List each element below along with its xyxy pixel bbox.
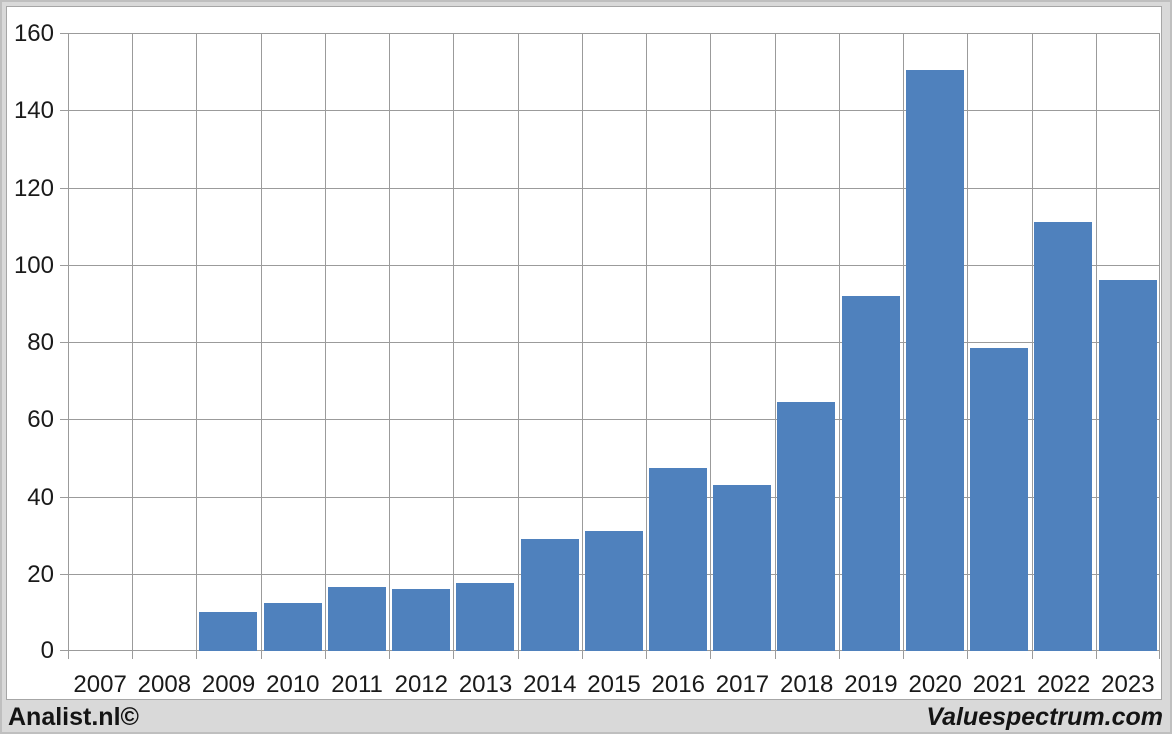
ytick-100 xyxy=(60,265,68,266)
xtick-13 xyxy=(903,651,904,659)
bar-2013 xyxy=(456,583,514,651)
ytick-label-120: 120 xyxy=(13,175,54,202)
gridline-v-3 xyxy=(261,33,262,651)
xtick-label-2009: 2009 xyxy=(201,671,256,698)
ytick-label-140: 140 xyxy=(13,97,54,124)
gridline-v-15 xyxy=(1032,33,1033,651)
valuespectrum-brand-text: Valuespectrum.com xyxy=(926,703,1163,731)
bar-2021 xyxy=(970,348,1028,651)
gridline-v-8 xyxy=(582,33,583,651)
bar-2017 xyxy=(713,485,771,651)
ytick-label-100: 100 xyxy=(13,252,54,279)
xtick-3 xyxy=(261,651,262,659)
xtick-label-2007: 2007 xyxy=(73,671,127,698)
ytick-label-80: 80 xyxy=(27,329,54,356)
gridline-v-7 xyxy=(518,33,519,651)
gridline-v-13 xyxy=(903,33,904,651)
chart-area: 0 20 40 60 80 100 120 140 160 2007 2008 2009 2010 201… xyxy=(6,6,1162,700)
xtick-label-2021: 2021 xyxy=(972,671,1027,698)
gridline-v-4 xyxy=(325,33,326,651)
gridline-h-140 xyxy=(68,110,1160,111)
bar-2023 xyxy=(1099,280,1157,651)
xtick-label-2018: 2018 xyxy=(780,671,834,698)
xtick-label-2014: 2014 xyxy=(523,671,577,698)
gridline-v-16 xyxy=(1096,33,1097,651)
gridline-v-9 xyxy=(646,33,647,651)
gridline-v-17 xyxy=(1159,33,1160,651)
bar-2015 xyxy=(585,531,643,651)
ytick-0 xyxy=(60,650,68,651)
xtick-14 xyxy=(967,651,968,659)
xtick-15 xyxy=(1032,651,1033,659)
xtick-17 xyxy=(1159,651,1160,659)
xtick-label-2017: 2017 xyxy=(715,671,770,698)
gridline-h-160 xyxy=(68,33,1160,34)
ytick-40 xyxy=(60,497,68,498)
xtick-10 xyxy=(710,651,711,659)
ytick-80 xyxy=(60,342,68,343)
bar-2014 xyxy=(521,539,579,651)
bar-2009 xyxy=(199,612,257,651)
plot-area xyxy=(60,33,1160,659)
xtick-12 xyxy=(839,651,840,659)
gridline-v-0 xyxy=(68,33,69,651)
ytick-60 xyxy=(60,419,68,420)
bar-2020 xyxy=(906,70,964,651)
bar-2011 xyxy=(328,587,386,651)
gridline-h-40 xyxy=(68,497,1160,498)
ytick-120 xyxy=(60,188,68,189)
bar-2010 xyxy=(264,603,322,651)
xtick-2 xyxy=(196,651,197,659)
xtick-9 xyxy=(646,651,647,659)
xtick-label-2019: 2019 xyxy=(844,671,898,698)
xtick-label-2023: 2023 xyxy=(1101,671,1155,698)
xtick-label-2016: 2016 xyxy=(651,671,705,698)
xtick-label-2011: 2011 xyxy=(331,671,383,698)
gridline-v-5 xyxy=(389,33,390,651)
xtick-6 xyxy=(453,651,454,659)
xtick-label-2020: 2020 xyxy=(908,671,962,698)
xtick-0 xyxy=(68,651,69,659)
xtick-label-2012: 2012 xyxy=(394,671,448,698)
xtick-4 xyxy=(325,651,326,659)
bar-2018 xyxy=(777,402,835,651)
ytick-160 xyxy=(60,33,68,34)
gridline-v-14 xyxy=(967,33,968,651)
ytick-140 xyxy=(60,110,68,111)
xtick-8 xyxy=(582,651,583,659)
xtick-5 xyxy=(389,651,390,659)
ytick-label-160: 160 xyxy=(13,20,54,47)
xtick-16 xyxy=(1096,651,1097,659)
bar-2019 xyxy=(842,296,900,651)
gridline-v-12 xyxy=(839,33,840,651)
gridline-v-11 xyxy=(775,33,776,651)
xtick-label-2008: 2008 xyxy=(137,671,192,698)
xtick-label-2022: 2022 xyxy=(1036,671,1091,698)
xtick-1 xyxy=(132,651,133,659)
ytick-label-40: 40 xyxy=(27,484,54,511)
ytick-label-60: 60 xyxy=(27,406,54,433)
gridline-v-10 xyxy=(710,33,711,651)
xtick-label-2010: 2010 xyxy=(266,671,320,698)
xtick-label-2013: 2013 xyxy=(458,671,513,698)
bar-2016 xyxy=(649,468,707,651)
ytick-label-20: 20 xyxy=(27,561,54,588)
analist-brand-text: Analist.nl© xyxy=(8,703,139,731)
gridline-v-1 xyxy=(132,33,133,651)
gridline-v-6 xyxy=(453,33,454,651)
xtick-7 xyxy=(518,651,519,659)
ytick-label-0: 0 xyxy=(40,637,54,664)
branding-bar: Analist.nl© Valuespectrum.com xyxy=(0,701,1172,734)
bar-2022 xyxy=(1034,222,1092,651)
gridline-h-60 xyxy=(68,419,1160,420)
xtick-label-2015: 2015 xyxy=(587,671,641,698)
ytick-20 xyxy=(60,574,68,575)
gridline-h-100 xyxy=(68,265,1160,266)
gridline-v-2 xyxy=(196,33,197,651)
gridline-h-120 xyxy=(68,188,1160,189)
xtick-11 xyxy=(775,651,776,659)
bar-2012 xyxy=(392,589,450,651)
gridline-h-80 xyxy=(68,342,1160,343)
